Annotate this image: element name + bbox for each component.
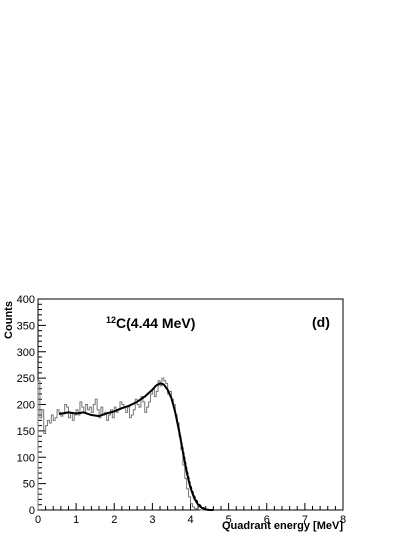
y-tick-label: 0 (29, 505, 35, 517)
y-tick-label: 350 (17, 320, 35, 332)
x-tick-label: 3 (149, 514, 155, 526)
x-tick-label: 4 (187, 514, 193, 526)
isotope-label: C(4.44 MeV) (116, 315, 195, 331)
histogram-series (37, 377, 210, 511)
y-tick-label: 150 (17, 426, 35, 438)
y-axis-title: Counts (3, 301, 15, 339)
y-tick-label: 250 (17, 373, 35, 385)
y-tick-label: 50 (23, 479, 35, 491)
x-tick-label: 6 (264, 514, 270, 526)
x-tick-label: 1 (73, 514, 79, 526)
fit-curve (58, 382, 214, 511)
y-tick-label: 300 (17, 347, 35, 359)
x-tick-label: 0 (35, 514, 41, 526)
x-tick-label: 5 (226, 514, 232, 526)
isotope-annotation: 12C(4.44 MeV) (106, 315, 195, 331)
x-axis-title: Quadrant energy [MeV] (222, 520, 343, 532)
panel-label: (d) (312, 314, 330, 330)
isotope-mass-number: 12 (106, 315, 116, 325)
series (37, 377, 214, 511)
y-tick-label: 400 (17, 294, 35, 306)
x-tick-label: 7 (302, 514, 308, 526)
y-tick-label: 100 (17, 452, 35, 464)
x-tick-label: 2 (111, 514, 117, 526)
x-tick-label: 8 (340, 514, 346, 526)
y-tick-label: 200 (17, 400, 35, 412)
